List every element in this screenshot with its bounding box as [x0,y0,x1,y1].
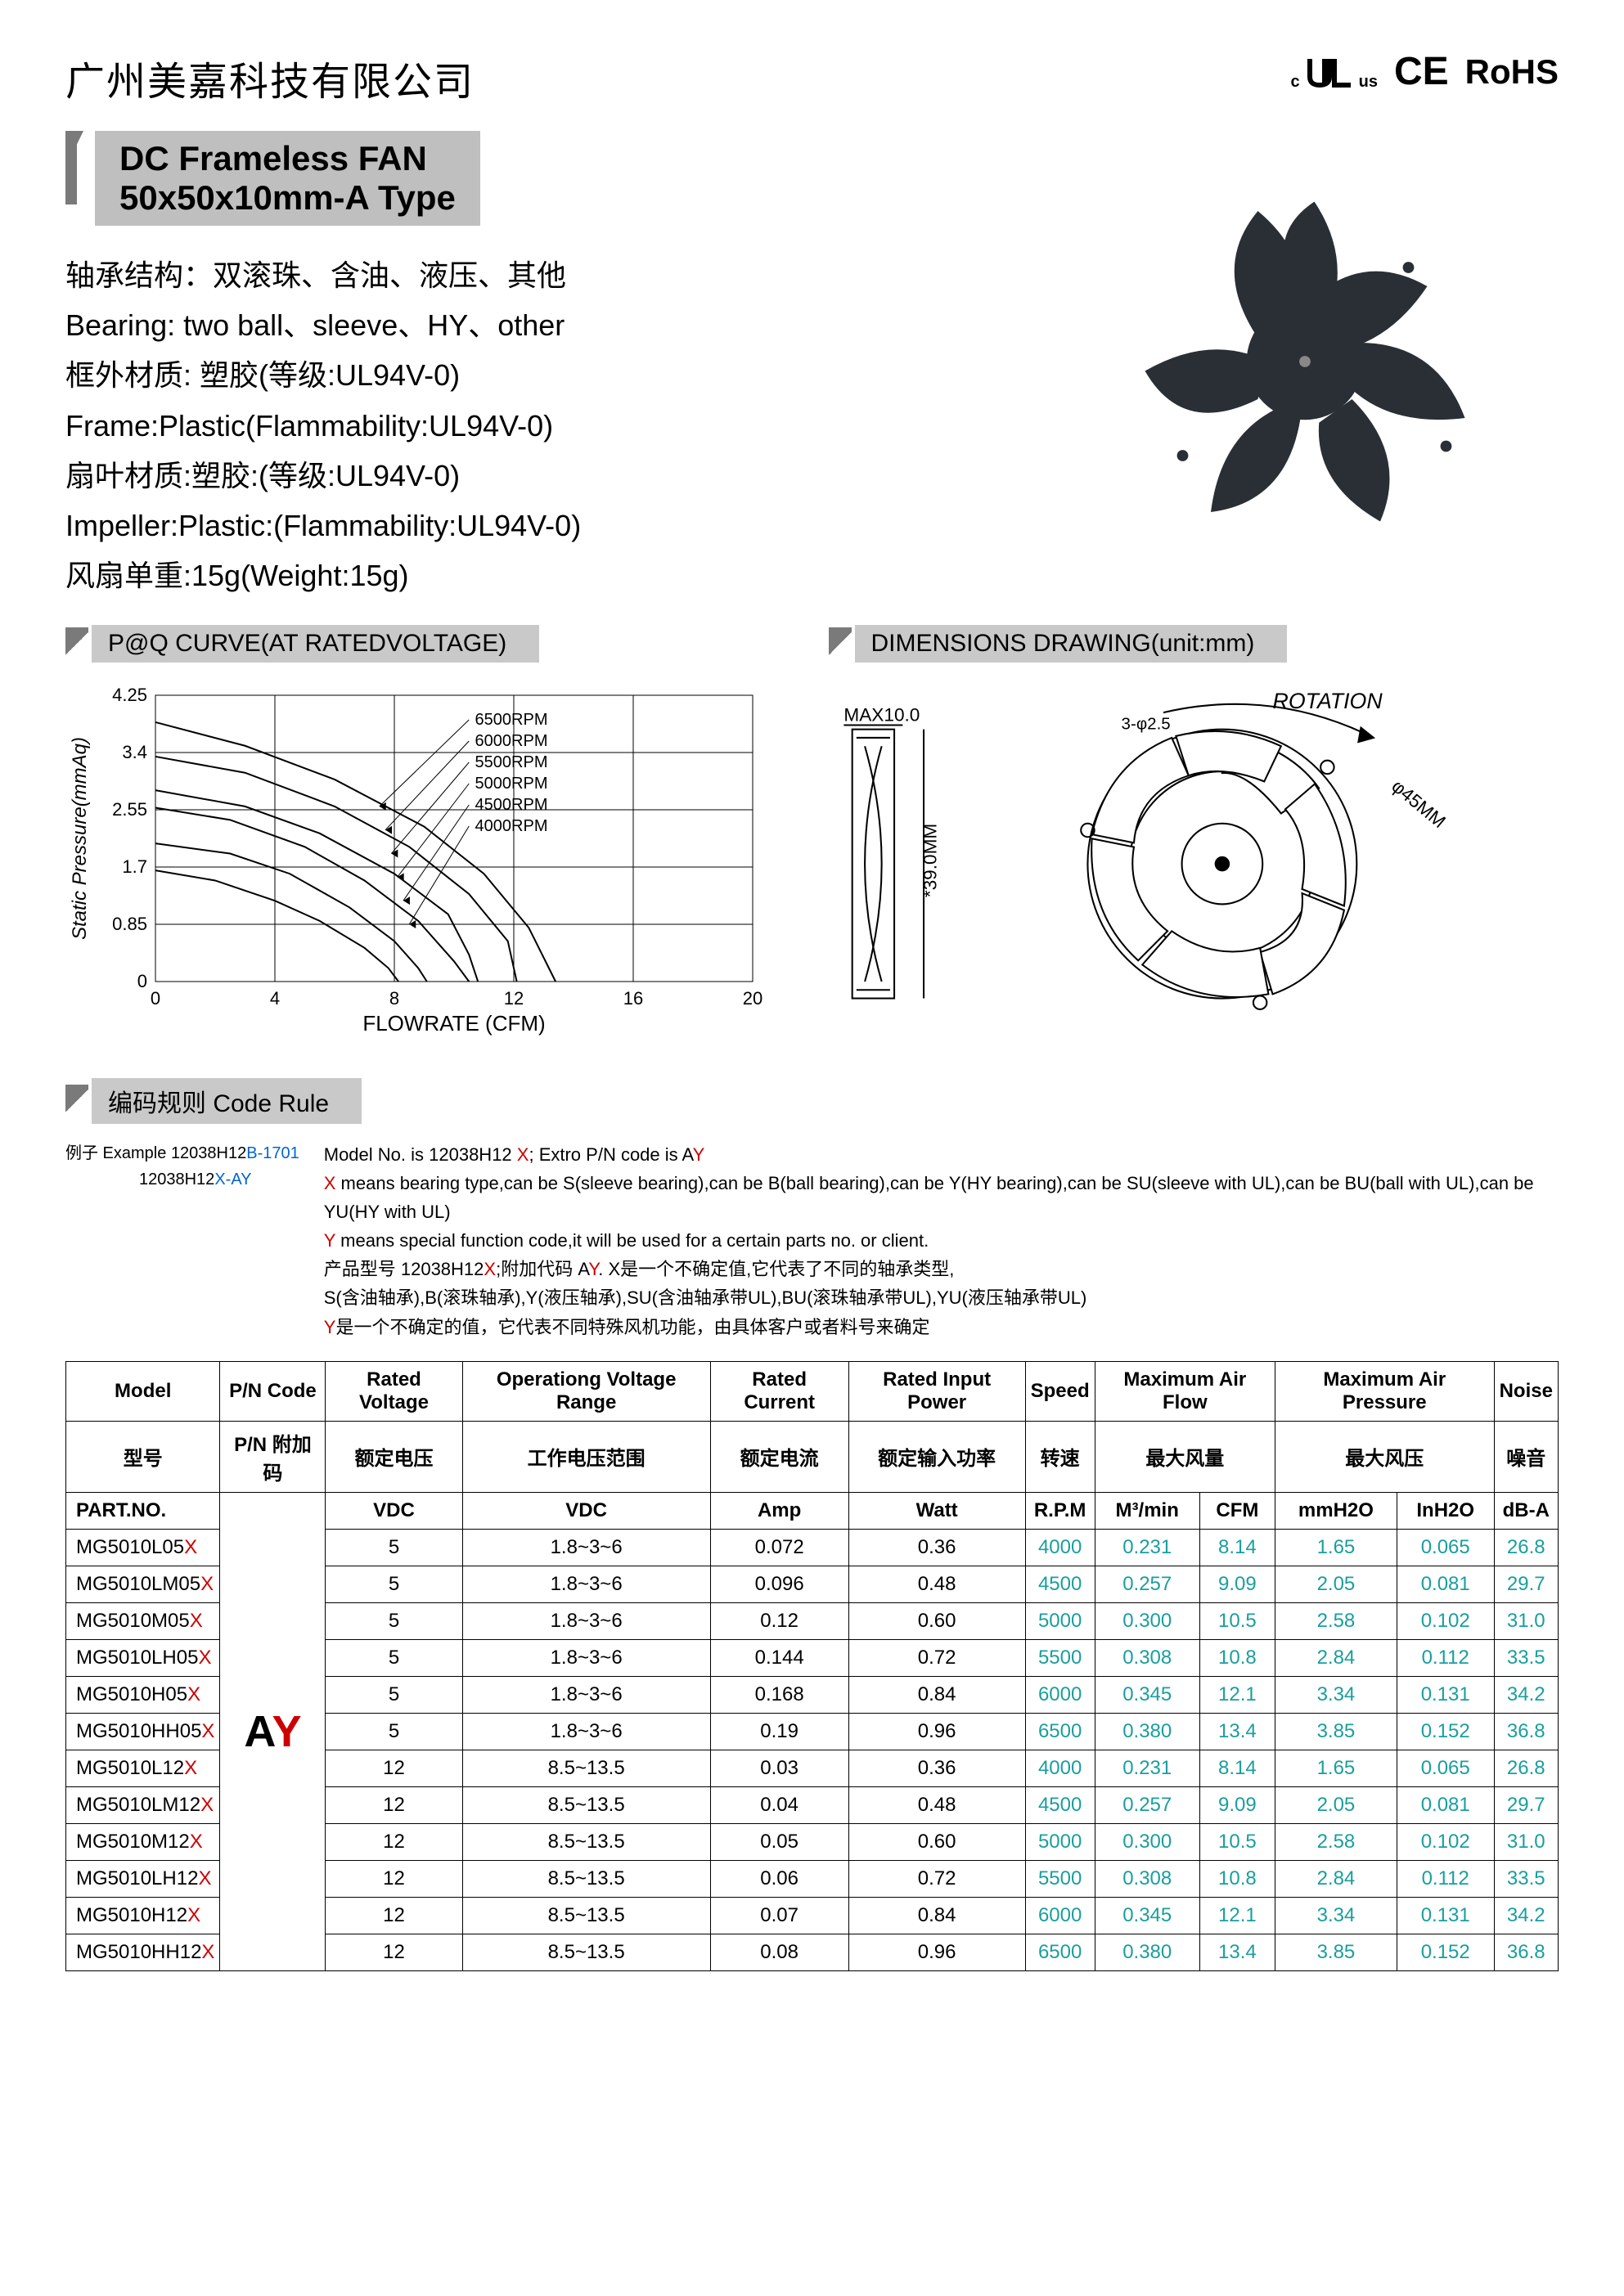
svg-text:4: 4 [270,988,280,1009]
svg-text:FLOWRATE (CFM): FLOWRATE (CFM) [362,1011,545,1036]
svg-text:16: 16 [623,988,643,1009]
spec-list: 轴承结构：双滚珠、含油、液压、其他Bearing: two ball、sleev… [65,250,1019,600]
spec-table: ModelP/N CodeRated VoltageOperationg Vol… [65,1361,1559,1971]
rohs-logo: RoHS [1465,52,1559,92]
svg-text:6500RPM: 6500RPM [475,711,548,729]
svg-text:MAX10.0: MAX10.0 [843,705,920,726]
svg-text:Static Pressure(mmAq): Static Pressure(mmAq) [69,737,91,940]
spec-line: 轴承结构：双滚珠、含油、液压、其他 [65,250,1019,300]
svg-text:4500RPM: 4500RPM [475,796,548,814]
spec-line: 扇叶材质:塑胶:(等级:UL94V-0) [65,451,1019,501]
example-block: 例子 Example 12038H12B-1701 12038H12X-AY [65,1140,299,1341]
svg-text:5500RPM: 5500RPM [475,753,548,771]
company-name: 广州美嘉科技有限公司 [65,49,475,106]
pq-chart: Static Pressure(mmAq) FLOWRATE (CFM) 0 4 8 12… [65,679,769,1053]
fan-image [1076,173,1534,550]
svg-text:4.25: 4.25 [112,685,147,705]
title-line1: DC Frameless FAN [119,139,456,178]
svg-text:ROTATION: ROTATION [1273,689,1383,713]
svg-text:3.4: 3.4 [122,742,147,762]
svg-text:3-φ2.5: 3-φ2.5 [1122,715,1171,734]
spec-line: 框外材质: 塑胶(等级:UL94V-0) [65,350,1019,400]
svg-text:1.7: 1.7 [122,856,147,877]
spec-line: 风扇单重:15g(Weight:15g) [65,550,1019,600]
ce-logo: CE [1394,49,1449,94]
spec-line: Bearing: two ball、sleeve、HY、other [65,300,1019,350]
dimension-drawing: MAX10.0 ROTATION φ45MM *39.0MM [802,679,1559,1053]
svg-text:φ45MM: φ45MM [1388,776,1449,833]
dim-section-title: DIMENSIONS DRAWING(unit:mm) [855,625,1288,663]
svg-text:12: 12 [504,988,524,1009]
ul-logo: c us [1291,52,1378,92]
svg-text:20: 20 [743,988,763,1009]
svg-text:5000RPM: 5000RPM [475,775,548,793]
code-rule-title: 编码规则 Code Rule [92,1078,362,1124]
svg-text:0.85: 0.85 [112,914,147,934]
cert-logos: c us CE RoHS [1291,49,1559,94]
svg-text:6000RPM: 6000RPM [475,732,548,750]
spec-line: Frame:Plastic(Flammability:UL94V-0) [65,401,1019,451]
pq-section-title: P@Q CURVE(AT RATEDVOLTAGE) [92,625,539,663]
svg-text:8: 8 [389,988,399,1009]
svg-text:0: 0 [137,971,147,991]
code-description: Model No. is 12038H12 X; Extro P/N code … [324,1140,1559,1341]
product-title-bar: DC Frameless FAN 50x50x10mm-A Type [65,131,1019,226]
svg-text:0: 0 [151,988,160,1009]
ul-c: c [1291,73,1300,92]
svg-text:4000RPM: 4000RPM [475,817,548,835]
spec-line: Impeller:Plastic:(Flammability:UL94V-0) [65,501,1019,550]
svg-text:2.55: 2.55 [112,799,147,820]
ul-us: us [1359,73,1378,92]
title-line2: 50x50x10mm-A Type [119,178,456,218]
